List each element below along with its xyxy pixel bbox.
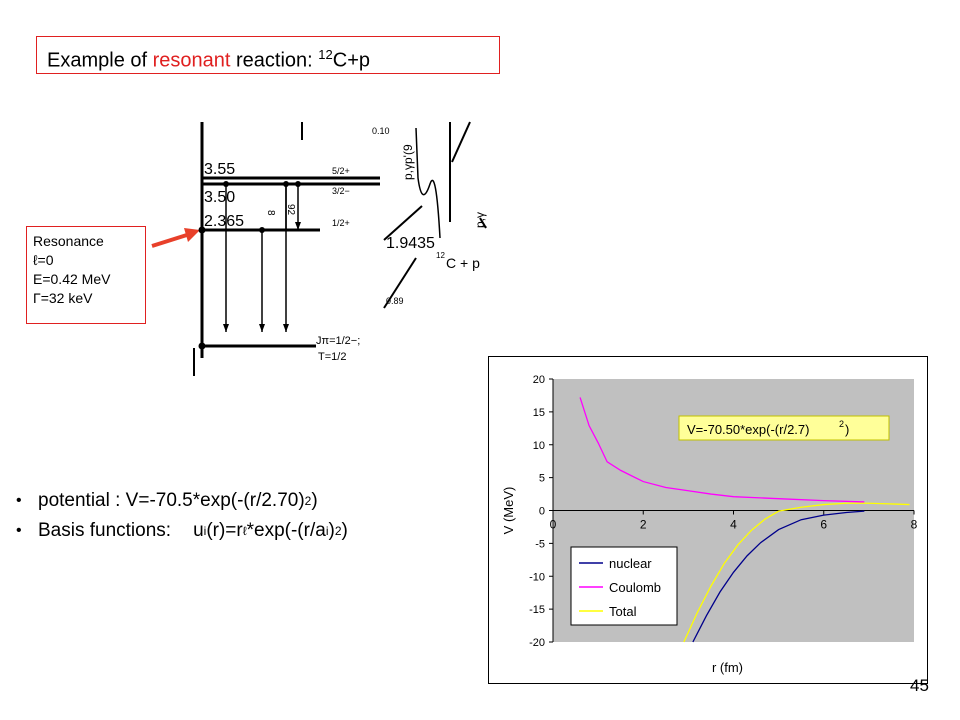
legend-label-coulomb: Coulomb (609, 580, 661, 595)
basis-mid: (r)=r (206, 520, 243, 541)
basis-end: ) (341, 520, 348, 541)
top-branch-label: 0.10 (372, 126, 390, 136)
potential-end: ) (311, 490, 318, 511)
bullet-dot: • (16, 492, 22, 509)
legend-box (570, 546, 678, 626)
bullet-dot: • (16, 522, 22, 539)
annotation-sup: 2 (839, 419, 844, 429)
legend-label-nuclear: nuclear (609, 556, 652, 571)
title-nucleus: C+p (332, 49, 370, 72)
basis-u: u (193, 520, 204, 541)
ground-isospin: T=1/2 (318, 351, 346, 363)
x-axis-label: r (fm) (712, 660, 743, 675)
bullet-list: • potential : V=-70.5*exp(-(r/2.70) 2) • … (16, 486, 348, 546)
series-line-coulomb (579, 397, 865, 503)
y-axis-label: V (MeV) (501, 487, 516, 535)
y-tick-label: -20 (529, 637, 545, 649)
bullet-potential: • potential : V=-70.5*exp(-(r/2.70) 2) (16, 486, 348, 516)
branch-0-89: 0.89 (386, 296, 404, 306)
spin-5-2: 5/2+ (332, 166, 350, 176)
resonance-energy: E=0.42 MeV (33, 271, 111, 287)
level-3-50: 3.50 (204, 189, 235, 206)
ground-jpi: Jπ=1/2−; (316, 335, 360, 347)
y-tick-label: 20 (533, 374, 545, 386)
title-suffix: reaction: (230, 49, 319, 72)
y-tick-label: 0 (539, 506, 545, 518)
potential-chart: 20 15 10 5 0 -5 -10 -15 -20 0 2 4 6 8 r (fm) V (MeV) V=-… (488, 356, 928, 684)
slide-title: Example of resonant reaction: 12C+p (36, 36, 500, 74)
y-tick-label: -5 (535, 538, 545, 550)
basis-sup2: 2 (334, 524, 342, 538)
level-1-9435: 1.9435 (386, 235, 435, 252)
basis-label: Basis functions: (38, 520, 172, 541)
level-3-55: 3.55 (204, 161, 235, 178)
level-scheme-diagram: 3.55 3.50 2.365 1.9435 5/2+ 3/2− 1/2+ 8 … (193, 121, 487, 376)
x-tick-label: 8 (911, 518, 918, 532)
basis-exp: *exp(-(r/a (246, 520, 326, 541)
y-tick-label: 5 (539, 473, 545, 485)
x-tick-label: 6 (820, 518, 827, 532)
resonance-width: Γ=32 keV (33, 290, 93, 306)
basis-sub-i2: i (325, 524, 329, 538)
spin-1-2: 1/2+ (332, 218, 350, 228)
basis-sub-i: i (203, 524, 207, 538)
basis-sup-l: ℓ (242, 524, 247, 538)
y-tick-label: 15 (533, 407, 545, 419)
potential-text: potential : V=-70.5*exp(-(r/2.70) (38, 490, 305, 511)
x-tick-label: 4 (730, 518, 737, 532)
title-mass-number: 12 (318, 47, 333, 62)
chart-svg: 20 15 10 5 0 -5 -10 -15 -20 0 2 4 6 8 r (fm) V (MeV) V=-… (501, 374, 918, 675)
x-tick-label: 0 (550, 518, 557, 532)
series-line-nuclear (692, 510, 865, 643)
annotation-end: ) (845, 422, 849, 437)
reaction-mass: 12 (436, 251, 445, 260)
bullet-basis: • Basis functions: u i (r)=r ℓ *exp(-(r/a i) 2… (16, 516, 348, 546)
reaction-label: C + p (446, 255, 480, 271)
level-2-365: 2.365 (204, 213, 244, 230)
series-line-total (683, 502, 910, 643)
gamma-branch-8: 8 (265, 210, 276, 216)
x-tick-label: 2 (640, 518, 647, 532)
resonance-label: Resonance (33, 233, 104, 249)
legend-label-total: Total (609, 604, 637, 619)
gamma-branch-92: 92 (285, 204, 296, 216)
page-number: 45 (910, 676, 929, 695)
resonance-box: Resonance ℓ=0 E=0.42 MeV Γ=32 keV (26, 226, 146, 324)
annotation-text: V=-70.50*exp(-(r/2.7) (687, 422, 809, 437)
reaction-py-label: p,γp'(9 (401, 144, 415, 180)
title-prefix: Example of (47, 49, 153, 72)
basis-close: ) (328, 520, 335, 541)
title-highlight: resonant (152, 49, 231, 72)
y-tick-label: 10 (533, 440, 545, 452)
potential-sup: 2 (304, 494, 312, 508)
y-tick-label: -15 (529, 604, 545, 616)
resonance-l: ℓ=0 (33, 252, 54, 268)
annotation-box (678, 415, 890, 441)
spin-3-2: 3/2− (332, 186, 350, 196)
y-tick-label: -10 (529, 571, 545, 583)
reaction-py2-label: p,γ (473, 212, 487, 228)
